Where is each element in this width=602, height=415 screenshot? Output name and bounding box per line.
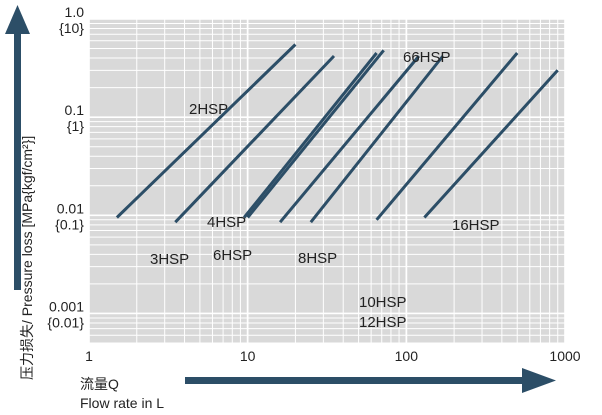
y-tick-sub-1.0: {10}: [59, 20, 84, 36]
horizontal-gridlines: [89, 18, 565, 344]
y-tick-sub-0.01: {0.1}: [55, 216, 84, 232]
x-tick-1: 1: [85, 348, 93, 364]
label-6hsp: 6HSP: [213, 247, 252, 264]
label-8hsp: 8HSP: [298, 250, 337, 267]
y-tick-0.01: 0.01: [57, 200, 84, 216]
y-tick-sub-0.1: {1}: [67, 118, 84, 134]
series-line-4hsp: [242, 52, 378, 219]
x-axis-tick-labels: 1 10 100 1000: [85, 348, 581, 364]
label-3hsp: 3HSP: [150, 251, 189, 268]
y-tick-0.1: 0.1: [65, 102, 85, 118]
series-line-16hsp: [423, 69, 559, 219]
y-tick-0.001: 0.001: [49, 298, 84, 314]
y-tick-1.0: 1.0: [65, 4, 85, 20]
series-labels: 2HSP 3HSP 4HSP 6HSP 8HSP 10HSP 12HSP 16HSP 66HSP: [150, 49, 500, 331]
label-16hsp: 16HSP: [452, 217, 500, 234]
series-line-8hsp: [278, 55, 421, 224]
x-axis-title-zh: 流量Q: [80, 376, 119, 392]
y-axis-tick-labels: 1.0{10} 0.1{1} 0.01{0.1} 0.001{0.01}: [47, 4, 84, 330]
label-2hsp: 2HSP: [189, 101, 228, 118]
plot-background: [89, 19, 565, 343]
series-lines: [115, 43, 559, 224]
series-line-6hsp: [246, 49, 385, 219]
x-tick-1000: 1000: [549, 348, 580, 364]
series-line-12hsp: [375, 52, 519, 221]
x-tick-10: 10: [240, 348, 256, 364]
series-line-3hsp: [174, 54, 336, 224]
x-axis-title-en: Flow rate in L: [80, 395, 164, 411]
label-10hsp: 10HSP: [359, 294, 407, 311]
x-axis-arrow: [185, 368, 556, 393]
y-tick-sub-0.001: {0.01}: [47, 314, 84, 330]
label-12hsp: 12HSP: [359, 314, 407, 331]
y-axis-arrow: [5, 5, 30, 290]
x-tick-100: 100: [395, 348, 419, 364]
series-line-10hsp: [309, 55, 445, 224]
y-axis-title: 压力损失/ Pressure loss [MPa{kgf/cm²}]: [19, 136, 35, 380]
series-line-2hsp: [115, 43, 297, 219]
label-4hsp: 4HSP: [207, 214, 246, 231]
label-66hsp: 66HSP: [403, 49, 451, 66]
